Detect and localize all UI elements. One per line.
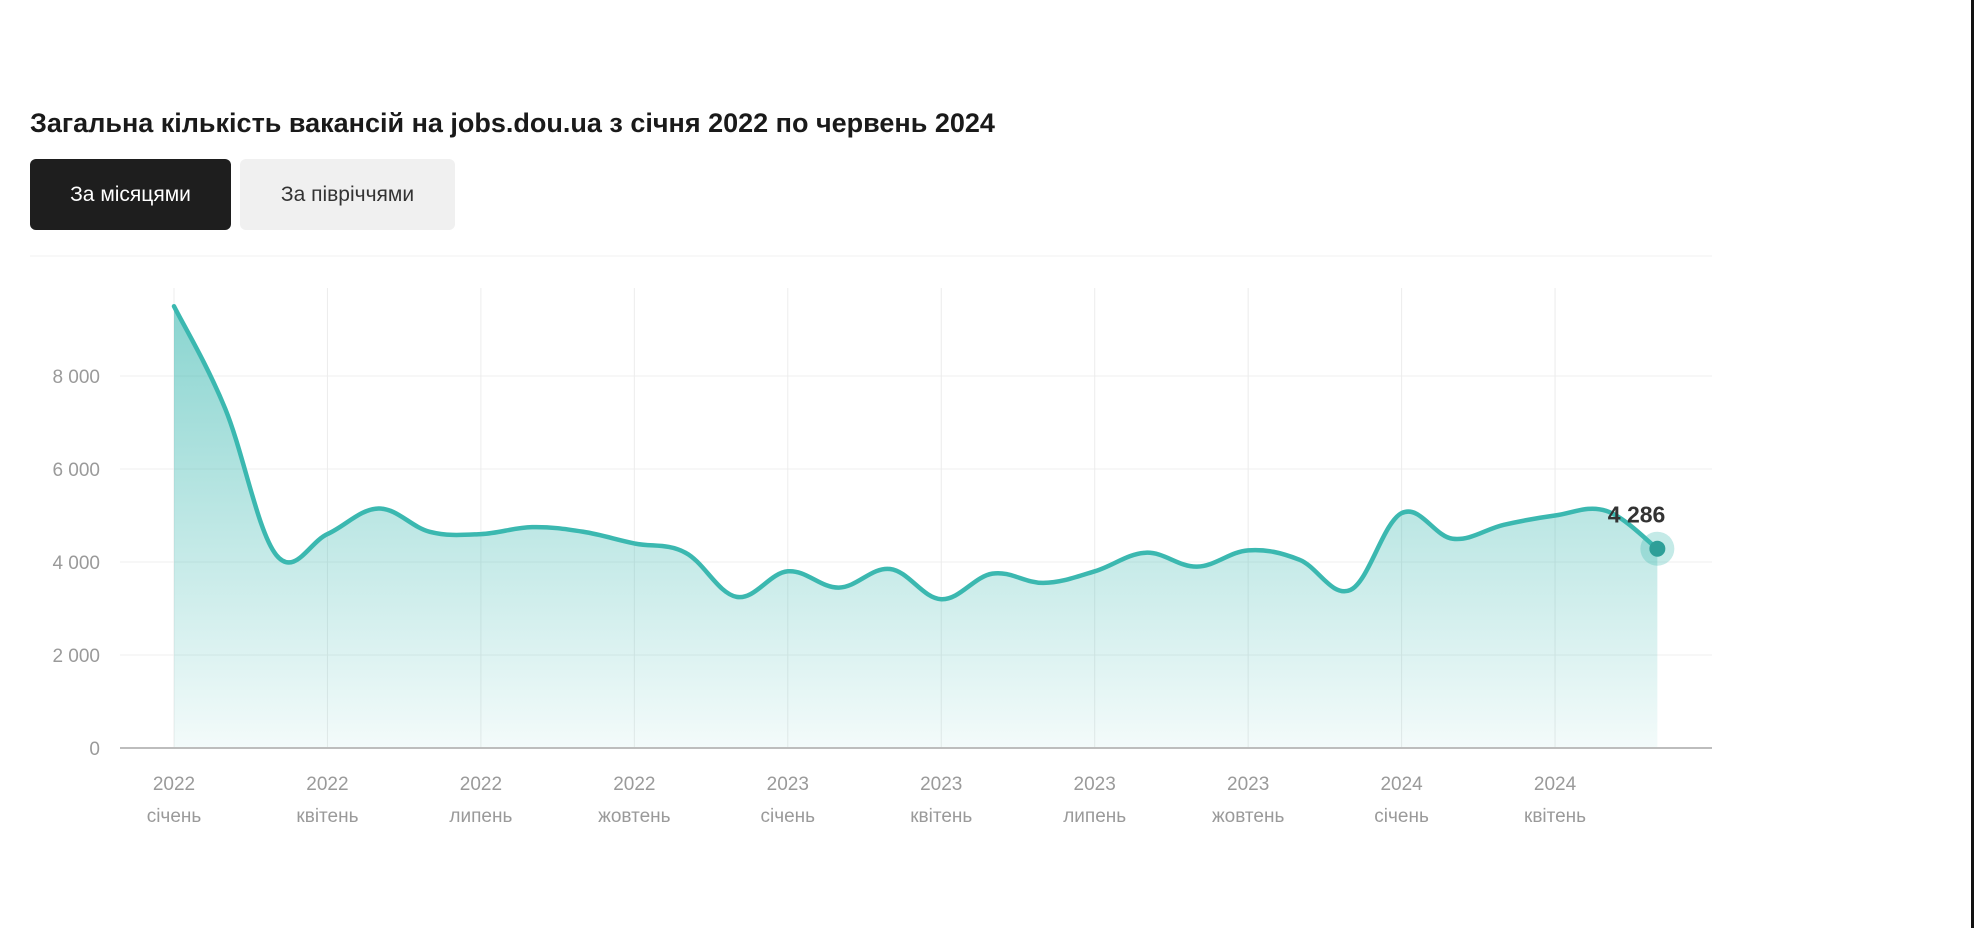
y-tick-label: 2 000 bbox=[52, 646, 100, 667]
tab-by-half-years[interactable]: За півріччями bbox=[240, 159, 455, 230]
data-point bbox=[580, 529, 586, 535]
data-point bbox=[785, 568, 791, 574]
data-point bbox=[1399, 510, 1405, 516]
x-tick-year: 2022 bbox=[613, 774, 655, 795]
x-tick-year: 2023 bbox=[767, 774, 809, 795]
data-point bbox=[1041, 580, 1047, 586]
x-tick-year: 2024 bbox=[1534, 774, 1577, 795]
x-tick-year: 2022 bbox=[153, 774, 195, 795]
x-tick-month: жовтень bbox=[1212, 806, 1285, 827]
data-point bbox=[1603, 508, 1609, 514]
data-point bbox=[171, 303, 177, 309]
tab-by-months[interactable]: За місяцями bbox=[30, 159, 231, 230]
data-point bbox=[734, 594, 740, 600]
x-axis: 2022 січень 2022 квітень 2022 липень 2022 жовте… bbox=[147, 774, 1586, 827]
data-point bbox=[376, 506, 382, 512]
series-line bbox=[171, 304, 1660, 602]
data-point bbox=[1450, 536, 1456, 542]
y-tick-label: 8 000 bbox=[52, 367, 100, 388]
data-point bbox=[1552, 513, 1558, 519]
data-point bbox=[273, 552, 279, 558]
data-point bbox=[887, 566, 893, 572]
x-tick-year: 2022 bbox=[306, 774, 348, 795]
view-tabs: За місяцями За півріччями bbox=[30, 159, 455, 230]
data-point bbox=[1194, 564, 1200, 570]
x-tick-month: квітень bbox=[296, 806, 358, 827]
series-area bbox=[174, 306, 1658, 748]
data-point bbox=[631, 540, 637, 546]
x-tick-month: січень bbox=[1374, 806, 1429, 827]
data-point bbox=[478, 531, 484, 537]
x-tick-month: жовтень bbox=[598, 806, 671, 827]
y-tick-label: 0 bbox=[89, 739, 100, 760]
data-point bbox=[1092, 568, 1098, 574]
marker-dot bbox=[1649, 540, 1666, 557]
x-tick-year: 2023 bbox=[1074, 774, 1116, 795]
chart-title: Загальна кількість вакансій на jobs.dou.… bbox=[30, 108, 995, 138]
data-point bbox=[427, 529, 433, 535]
data-point bbox=[836, 585, 842, 591]
data-point bbox=[683, 550, 689, 556]
data-point bbox=[1347, 587, 1353, 593]
window-edge bbox=[1971, 0, 1974, 928]
y-tick-label: 4 000 bbox=[52, 553, 100, 574]
data-point bbox=[324, 531, 330, 537]
x-tick-month: січень bbox=[761, 806, 816, 827]
data-point bbox=[1501, 522, 1507, 528]
x-tick-month: січень bbox=[147, 806, 202, 827]
x-tick-month: липень bbox=[449, 806, 512, 827]
data-point bbox=[222, 406, 228, 412]
data-point bbox=[1296, 557, 1302, 563]
x-tick-month: квітень bbox=[1524, 806, 1586, 827]
x-tick-year: 2023 bbox=[1227, 774, 1269, 795]
last-point-marker[interactable]: 4 286 bbox=[1608, 502, 1675, 566]
y-axis: 0 2 000 4 000 6 000 8 000 bbox=[52, 367, 100, 760]
data-point bbox=[1143, 550, 1149, 556]
x-tick-year: 2024 bbox=[1380, 774, 1423, 795]
last-value-label: 4 286 bbox=[1608, 502, 1666, 528]
data-point bbox=[529, 524, 535, 530]
data-point bbox=[938, 596, 944, 602]
x-tick-month: квітень bbox=[910, 806, 972, 827]
y-tick-label: 6 000 bbox=[52, 460, 100, 481]
data-point bbox=[989, 571, 995, 577]
x-tick-year: 2023 bbox=[920, 774, 962, 795]
data-point bbox=[1245, 547, 1251, 553]
x-tick-year: 2022 bbox=[460, 774, 502, 795]
data-point bbox=[1654, 546, 1660, 552]
x-tick-month: липень bbox=[1063, 806, 1126, 827]
